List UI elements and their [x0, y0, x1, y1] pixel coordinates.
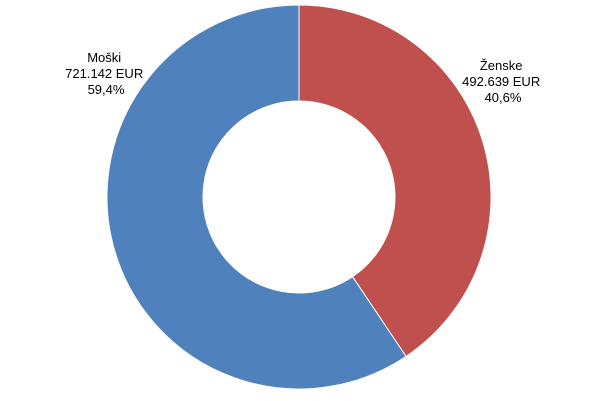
slice--enske	[298, 4, 492, 358]
donut-slices	[106, 4, 492, 390]
slice-label-zenske-percent: 40,6%	[485, 90, 522, 105]
slice-mo-ki	[106, 4, 407, 390]
slice-label-moski-percent: 59,4%	[88, 82, 125, 97]
slice-label-zenske-name: Ženske	[480, 58, 523, 73]
slice-label-moski: Moški 721.142 EUR 59,4%	[65, 50, 147, 97]
slice-label-moski-value: 721.142 EUR	[65, 66, 143, 81]
slice-label-zenske-value: 492.639 EUR	[462, 74, 540, 89]
slice-label-zenske: Ženske 492.639 EUR 40,6%	[462, 58, 544, 105]
slice-label-moski-name: Moški	[87, 50, 121, 65]
